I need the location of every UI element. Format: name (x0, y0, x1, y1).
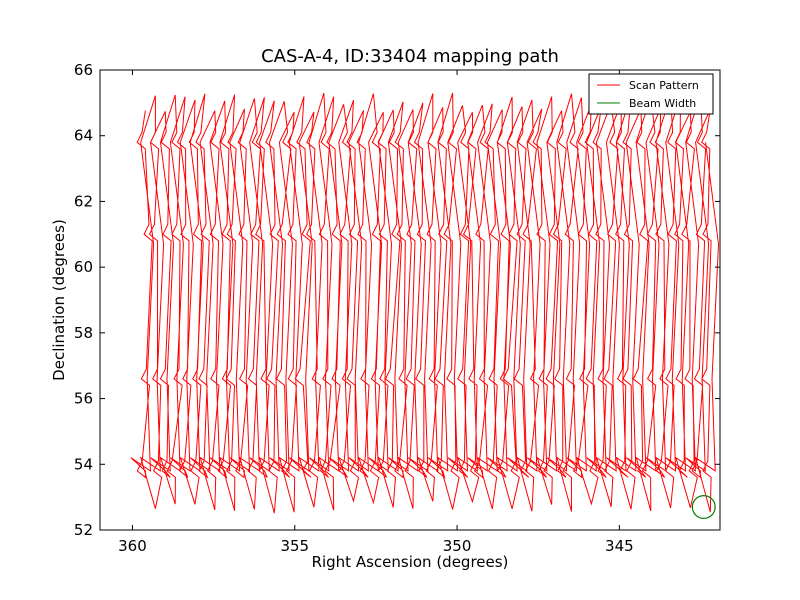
legend: Scan Pattern Beam Width (588, 73, 714, 115)
legend-label-scan-pattern: Scan Pattern (629, 79, 699, 92)
scan-pattern-series (130, 92, 720, 514)
y-tick-label: 52 (74, 521, 93, 539)
y-tick-label: 56 (74, 390, 93, 408)
x-tick-label: 345 (605, 537, 634, 555)
y-tick-label: 54 (74, 455, 93, 473)
y-tick-label: 60 (74, 258, 93, 276)
legend-label-beam-width: Beam Width (629, 97, 696, 110)
x-tick-label: 360 (118, 537, 147, 555)
plot-area: 360 355 350 345 52 54 56 58 60 62 64 66 (74, 61, 721, 555)
y-tick-label: 58 (74, 324, 93, 342)
y-axis-ticks: 52 54 56 58 60 62 64 66 (74, 61, 720, 539)
y-axis-label: Declination (degrees) (50, 219, 68, 381)
x-axis-label: Right Ascension (degrees) (312, 553, 509, 571)
axes-frame (99, 69, 721, 531)
y-tick-label: 62 (74, 192, 93, 210)
y-tick-label: 66 (74, 61, 93, 79)
x-axis-ticks: 360 355 350 345 (118, 70, 634, 555)
x-tick-label: 355 (280, 537, 309, 555)
chart-title: CAS-A-4, ID:33404 mapping path (261, 46, 559, 67)
scan-pattern-line (130, 92, 720, 514)
beam-width-circle (691, 495, 716, 520)
beam-width-series (691, 495, 716, 520)
legend-frame (588, 73, 714, 115)
y-tick-label: 64 (74, 127, 93, 145)
x-tick-label: 350 (443, 537, 472, 555)
